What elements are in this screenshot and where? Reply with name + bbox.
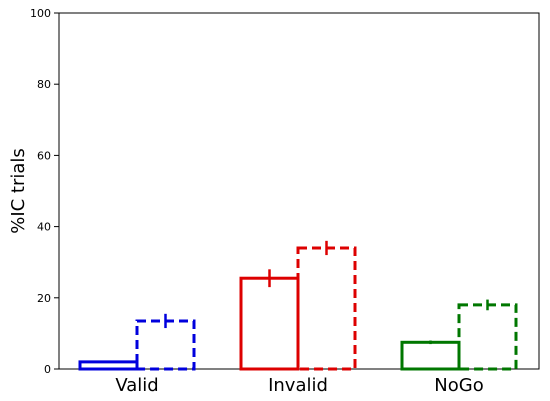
x-tick-label-valid: Valid [115, 375, 158, 396]
bar-invalid-solid [239, 276, 300, 371]
y-tick-label: 80 [37, 78, 51, 91]
y-axis: 0 20 40 60 80 100 [30, 7, 59, 376]
x-tick-label-nogo: NoGo [434, 375, 483, 396]
y-tick-label: 40 [37, 221, 51, 234]
y-tick-label: 100 [30, 7, 51, 20]
bar-valid-dashed [135, 319, 196, 371]
bar-nogo-solid [400, 340, 461, 371]
y-tick-label: 0 [44, 363, 51, 376]
y-axis-title: %IC trials [8, 148, 29, 234]
y-tick-label: 60 [37, 149, 51, 162]
bar-invalid-dashed [296, 246, 357, 371]
x-tick-label-invalid: Invalid [268, 375, 328, 396]
bars-group [78, 240, 518, 371]
bar-nogo-dashed [457, 303, 518, 371]
x-axis: Valid Invalid NoGo [115, 375, 483, 396]
y-tick-label: 20 [37, 292, 51, 305]
